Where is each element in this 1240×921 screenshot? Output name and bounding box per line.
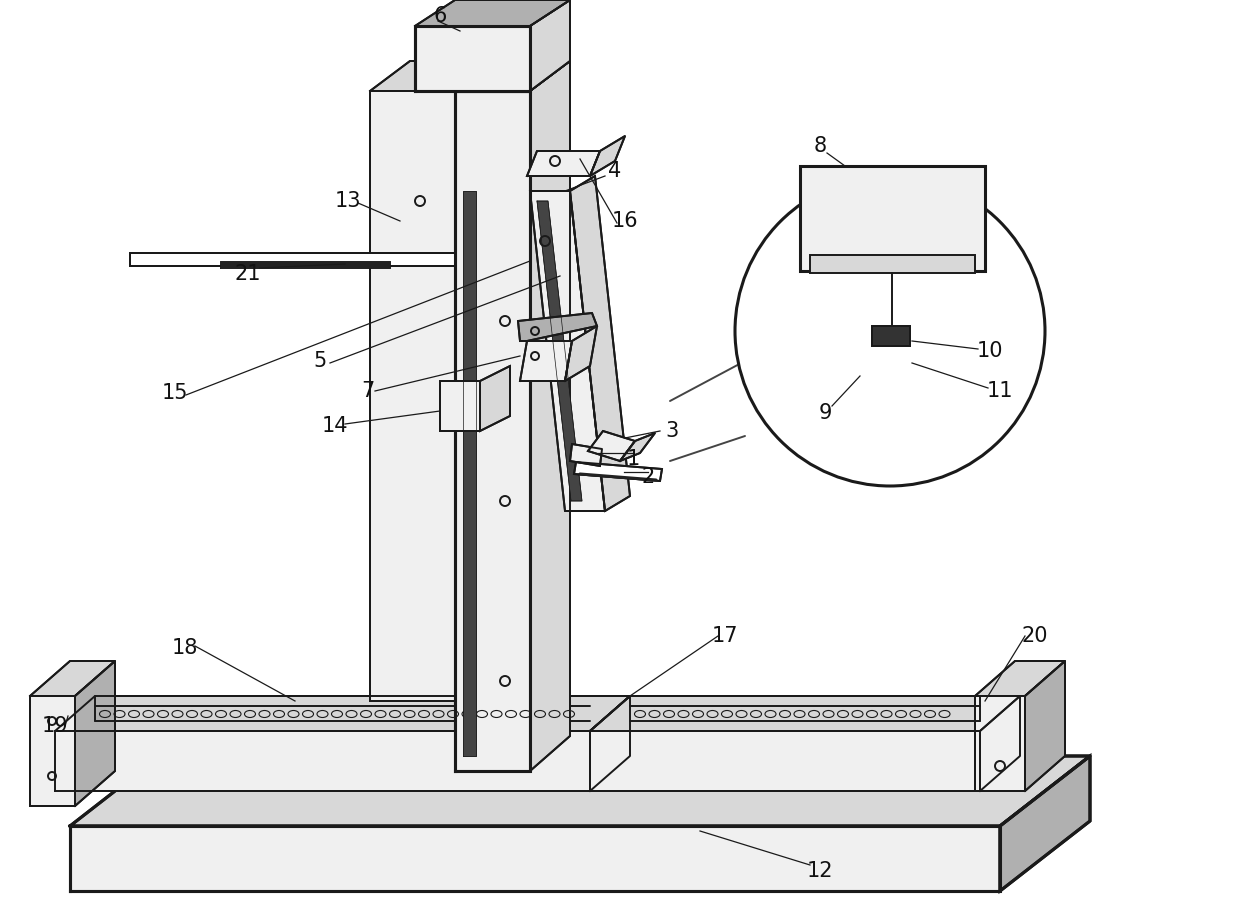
Polygon shape [30,661,115,696]
Bar [810,255,975,273]
Polygon shape [565,326,596,381]
Text: 21: 21 [234,264,262,284]
Text: 14: 14 [321,416,348,436]
Circle shape [735,176,1045,486]
Polygon shape [440,381,480,431]
Text: 9: 9 [818,403,832,423]
Polygon shape [999,756,1090,891]
Text: 8: 8 [813,136,827,156]
Polygon shape [590,136,625,176]
Polygon shape [480,366,510,431]
Polygon shape [975,661,1065,696]
Polygon shape [529,191,605,511]
Polygon shape [620,433,655,461]
Bar [800,166,985,271]
Polygon shape [130,253,455,266]
Polygon shape [570,176,630,511]
Polygon shape [1025,661,1065,791]
Polygon shape [590,696,1021,731]
Polygon shape [415,26,529,91]
Text: 16: 16 [611,211,639,231]
Polygon shape [529,0,570,91]
Polygon shape [55,731,590,791]
Text: 2: 2 [641,467,655,487]
Text: 1: 1 [626,449,640,469]
Polygon shape [219,261,391,268]
Polygon shape [570,444,601,466]
Polygon shape [415,0,570,26]
Polygon shape [520,341,572,381]
Polygon shape [529,61,570,771]
Polygon shape [370,61,495,91]
Polygon shape [55,696,630,731]
Polygon shape [518,313,596,341]
Polygon shape [872,326,910,346]
Text: 19: 19 [42,716,68,736]
Polygon shape [590,696,630,791]
Text: 11: 11 [987,381,1013,401]
Polygon shape [590,731,980,791]
Text: 18: 18 [172,638,198,658]
Text: 12: 12 [807,861,833,881]
Text: 17: 17 [712,626,738,646]
Polygon shape [537,201,582,501]
Polygon shape [574,462,662,481]
Polygon shape [455,91,529,771]
Polygon shape [370,91,455,701]
Text: 13: 13 [335,191,361,211]
Polygon shape [30,696,74,806]
Polygon shape [980,696,1021,791]
Text: 6: 6 [433,6,446,26]
Text: 5: 5 [314,351,326,371]
Polygon shape [975,696,1025,791]
Polygon shape [463,191,476,756]
Polygon shape [455,61,570,91]
Polygon shape [74,661,115,806]
Text: 20: 20 [1022,626,1048,646]
Text: 4: 4 [609,161,621,181]
Text: 10: 10 [977,341,1003,361]
Polygon shape [527,151,600,176]
Polygon shape [69,756,1090,826]
Polygon shape [588,431,635,461]
Text: 7: 7 [361,381,374,401]
Text: 15: 15 [161,383,188,403]
Polygon shape [69,826,999,891]
Text: 3: 3 [666,421,678,441]
